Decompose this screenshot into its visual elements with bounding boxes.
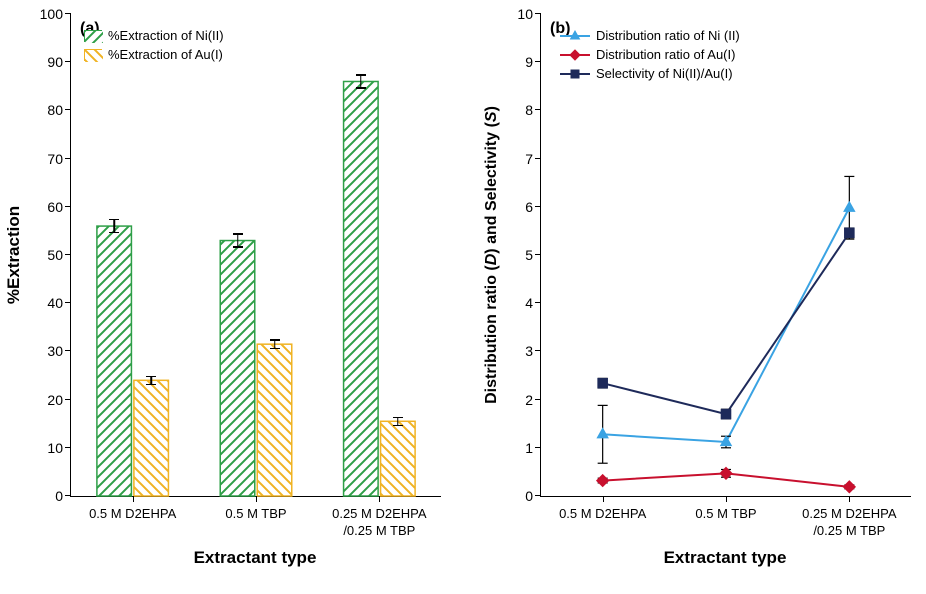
x-tick-mark (726, 496, 727, 502)
y-tick-label: 10 (517, 6, 533, 22)
bar (134, 380, 169, 496)
data-marker (843, 481, 855, 493)
legend-label: Distribution ratio of Au(I) (596, 47, 735, 62)
y-tick-label: 20 (47, 392, 63, 408)
y-tick-label: 6 (525, 199, 533, 215)
y-tick-label: 100 (40, 6, 63, 22)
data-marker (597, 428, 608, 438)
y-tick-label: 90 (47, 54, 63, 70)
data-marker (721, 409, 731, 419)
category-label: 0.5 M D2EHPA (544, 506, 661, 523)
legend-line-swatch (560, 68, 590, 80)
plot-area-a: 01020304050607080901000.5 M D2EHPA0.5 M … (70, 14, 441, 497)
legend-swatch (84, 49, 102, 61)
y-tick-label: 2 (525, 392, 533, 408)
x-tick-mark (133, 496, 134, 502)
y-axis-title-b: Distribution ratio (D) and Selectivity (… (483, 106, 501, 404)
legend-a: %Extraction of Ni(II) %Extraction of Au(I… (84, 28, 224, 66)
y-tick-label: 70 (47, 151, 63, 167)
bar (257, 344, 292, 496)
legend-label: Selectivity of Ni(II)/Au(I) (596, 66, 733, 81)
legend-b: Distribution ratio of Ni (II) Distributio… (560, 28, 740, 85)
y-tick-label: 30 (47, 343, 63, 359)
x-axis-title-b: Extractant type (540, 548, 910, 568)
legend-label: %Extraction of Au(I) (108, 47, 223, 62)
error-bar (233, 233, 243, 247)
figure: 01020304050607080901000.5 M D2EHPA0.5 M … (0, 0, 926, 594)
y-tick-label: 10 (47, 440, 63, 456)
data-marker (844, 202, 855, 212)
panel-b: 0 1 2 3 4 5 6 7 8 9 10 0.5 M D2EHPA 0.5 M TBP 0.25 M … (463, 0, 926, 594)
error-bar (270, 339, 280, 349)
category-label: 0.5 M D2EHPA (74, 506, 191, 523)
x-tick-mark (379, 496, 380, 502)
bar (97, 226, 132, 496)
category-label: 0.5 M TBP (197, 506, 314, 523)
series-line (603, 233, 850, 414)
x-tick-mark (256, 496, 257, 502)
y-tick-label: 7 (525, 151, 533, 167)
y-tick-label: 1 (525, 440, 533, 456)
x-tick-mark (603, 496, 604, 502)
panel-a: 0 10 20 30 40 50 60 70 80 90 100 0.5 M D2EHPA 0.5 M … (0, 0, 463, 594)
legend-item: Selectivity of Ni(II)/Au(I) (560, 66, 740, 81)
data-marker (598, 378, 608, 388)
error-bar (146, 376, 156, 386)
y-tick-label: 5 (525, 247, 533, 263)
legend-item: %Extraction of Au(I) (84, 47, 224, 62)
error-bar (356, 74, 366, 88)
legend-item: %Extraction of Ni(II) (84, 28, 224, 43)
error-bar (109, 219, 119, 233)
legend-item: Distribution ratio of Au(I) (560, 47, 740, 62)
y-axis-title-a: %Extraction (4, 206, 24, 304)
legend-item: Distribution ratio of Ni (II) (560, 28, 740, 43)
bar (220, 241, 255, 496)
legend-swatch (84, 30, 102, 42)
legend-label: %Extraction of Ni(II) (108, 28, 224, 43)
series-line (603, 208, 850, 442)
data-marker (845, 228, 855, 238)
bar (344, 81, 379, 496)
category-label: 0.25 M D2EHPA/0.25 M TBP (791, 506, 908, 540)
y-tick-label: 60 (47, 199, 63, 215)
y-tick-label: 40 (47, 295, 63, 311)
category-label: 0.25 M D2EHPA/0.25 M TBP (321, 506, 438, 540)
y-tick-label: 0 (525, 488, 533, 504)
y-tick-label: 80 (47, 102, 63, 118)
legend-label: Distribution ratio of Ni (II) (596, 28, 740, 43)
legend-line-swatch (560, 49, 590, 61)
y-tick-label: 9 (525, 54, 533, 70)
y-tick-label: 4 (525, 295, 533, 311)
bar (381, 421, 416, 496)
y-tick-label: 0 (55, 488, 63, 504)
data-marker (597, 475, 609, 487)
x-tick-mark (849, 496, 850, 502)
y-tick-label: 50 (47, 247, 63, 263)
y-tick-label: 3 (525, 343, 533, 359)
plot-area-b: 0123456789100.5 M D2EHPA0.5 M TBP0.25 M … (540, 14, 911, 497)
x-axis-title-a: Extractant type (70, 548, 440, 568)
error-bar (393, 417, 403, 427)
category-label: 0.5 M TBP (667, 506, 784, 523)
legend-line-swatch (560, 30, 590, 42)
y-tick-label: 8 (525, 102, 533, 118)
